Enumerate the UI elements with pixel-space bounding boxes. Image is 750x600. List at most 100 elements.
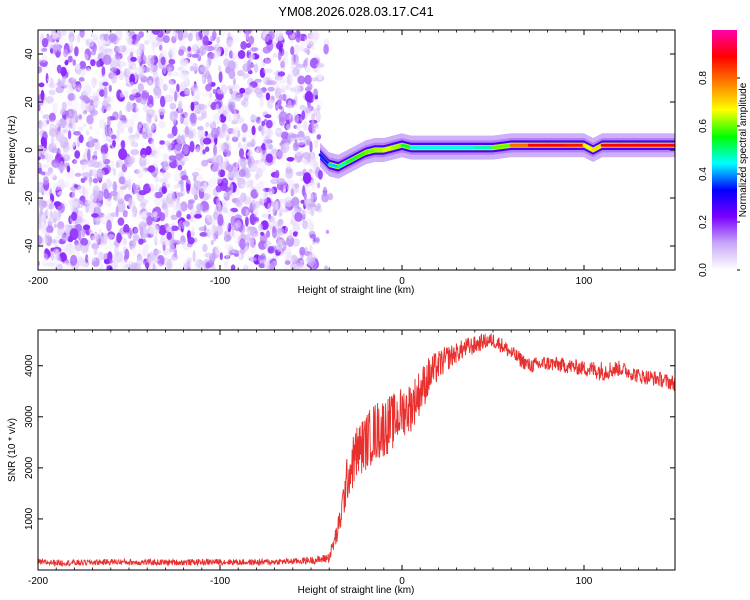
heatmap-noise-cell: [64, 191, 71, 197]
heatmap-noise-cell: [149, 190, 156, 203]
heatmap-noise-cell: [184, 88, 190, 95]
heatmap-noise-cell: [209, 52, 216, 60]
heatmap-noise-cell: [196, 203, 204, 212]
heatmap-noise-cell: [288, 178, 294, 185]
heatmap-noise-cell: [256, 48, 262, 56]
heatmap-noise-cell: [253, 42, 260, 49]
heatmap-noise-cell: [187, 200, 194, 210]
heatmap-noise-cell: [103, 188, 110, 200]
heatmap-noise-cell: [94, 216, 101, 226]
heatmap-noise-cell: [127, 179, 132, 191]
heatmap-noise-cell: [45, 73, 49, 84]
heatmap-noise-cell: [117, 250, 125, 258]
heatmap-noise-cell: [69, 254, 78, 266]
heatmap-noise-cell: [316, 104, 321, 112]
heatmap-noise-cell: [315, 110, 321, 123]
heatmap-noise-cell: [241, 206, 251, 217]
heatmap-noise-cell: [167, 142, 172, 152]
heatmap-noise-cell: [211, 217, 216, 230]
heatmap-noise-cell: [127, 156, 136, 165]
heatmap-ridge-segment: [355, 150, 368, 159]
heatmap-noise-cell: [117, 217, 125, 226]
heatmap-noise-cell: [135, 113, 140, 122]
heatmap-noise-cell: [225, 111, 234, 120]
heatmap-noise-cell: [258, 181, 265, 191]
heatmap-noise-cell: [313, 138, 319, 149]
heatmap-noise-cell: [103, 39, 111, 47]
heatmap-noise-cell: [205, 45, 215, 52]
heatmap-noise-cell: [265, 92, 271, 101]
heatmap-noise-cell: [60, 125, 64, 136]
heatmap-noise-cell: [259, 97, 264, 108]
heatmap-noise-cell: [292, 231, 299, 237]
heatmap-noise-cell: [201, 145, 205, 151]
heatmap-noise-cell: [38, 156, 41, 161]
heatmap-noise-cell: [107, 116, 116, 121]
heatmap-noise-cell: [39, 109, 44, 115]
y-tick-label: 2000: [24, 456, 35, 479]
heatmap-noise-cell: [69, 45, 74, 53]
heatmap-noise-cell: [292, 159, 299, 169]
heatmap-noise-cell: [169, 87, 177, 94]
heatmap-noise-cell: [53, 223, 57, 229]
heatmap-noise-cell: [306, 48, 311, 56]
heatmap-noise-cell: [205, 262, 211, 269]
heatmap-noise-cell: [82, 110, 87, 115]
heatmap-noise-cell: [230, 207, 239, 213]
y-tick-label: 40: [24, 48, 35, 60]
heatmap-noise-cell: [151, 30, 161, 35]
heatmap-noise-cell: [255, 100, 262, 107]
snr-series: [38, 332, 675, 568]
heatmap-noise-cell: [245, 216, 249, 227]
heatmap-noise-cell: [74, 150, 81, 159]
heatmap-noise-cell: [216, 36, 221, 44]
heatmap-noise-cell: [203, 92, 208, 99]
heatmap-noise-cell: [49, 101, 57, 113]
heatmap-noise-cell: [304, 106, 312, 114]
heatmap-noise-cell: [52, 162, 60, 169]
heatmap-noise-cell: [77, 33, 81, 44]
heatmap-noise-cell: [138, 190, 147, 196]
heatmap-noise-cell: [42, 257, 49, 268]
heatmap-noise-cell: [191, 171, 200, 177]
heatmap-noise-cell: [221, 142, 229, 153]
heatmap-noise-cell: [140, 198, 149, 205]
heatmap-noise-cell: [38, 58, 42, 63]
heatmap-noise-cell: [230, 130, 239, 138]
heatmap-noise-cell: [57, 178, 65, 191]
heatmap-noise-cell: [287, 251, 293, 259]
heatmap-noise-cell: [71, 118, 75, 128]
heatmap-noise-cell: [297, 75, 306, 85]
heatmap-noise-cell: [44, 65, 53, 76]
heatmap-noise-cell: [141, 154, 147, 160]
heatmap-noise-cell: [128, 197, 133, 206]
heatmap-noise-cell: [132, 179, 139, 192]
heatmap-noise-cell: [169, 244, 176, 253]
heatmap-noise-cell: [237, 222, 244, 232]
heatmap-noise-cell: [264, 260, 271, 270]
colorbar-label: Normalized spectral amplitude: [738, 82, 749, 217]
heatmap-noise-cell: [134, 218, 139, 224]
heatmap-noise-cell: [49, 88, 54, 99]
heatmap-noise-cell: [237, 158, 246, 165]
heatmap-noise-cell: [293, 84, 301, 91]
heatmap-noise-cell: [106, 234, 115, 239]
heatmap-noise-cell: [213, 52, 221, 64]
heatmap-noise-cell: [136, 167, 145, 178]
heatmap-noise-cell: [218, 143, 225, 153]
heatmap-noise-cell: [285, 30, 293, 36]
heatmap-noise-cell: [81, 228, 86, 238]
heatmap-noise-cell: [251, 125, 256, 136]
heatmap-noise-cell: [131, 142, 139, 148]
heatmap-noise-cell: [146, 215, 153, 226]
heatmap-noise-cell: [138, 213, 143, 225]
heatmap-noise-cell: [286, 162, 292, 169]
heatmap-noise-cell: [230, 132, 234, 138]
heatmap-noise-cell: [140, 164, 146, 173]
heatmap-noise-cell: [323, 44, 329, 55]
heatmap-noise-cell: [244, 245, 250, 257]
heatmap-noise-cell: [40, 214, 45, 227]
heatmap-noise-cell: [119, 92, 125, 98]
heatmap-noise-cell: [247, 247, 253, 255]
heatmap-noise-cell: [112, 194, 118, 201]
